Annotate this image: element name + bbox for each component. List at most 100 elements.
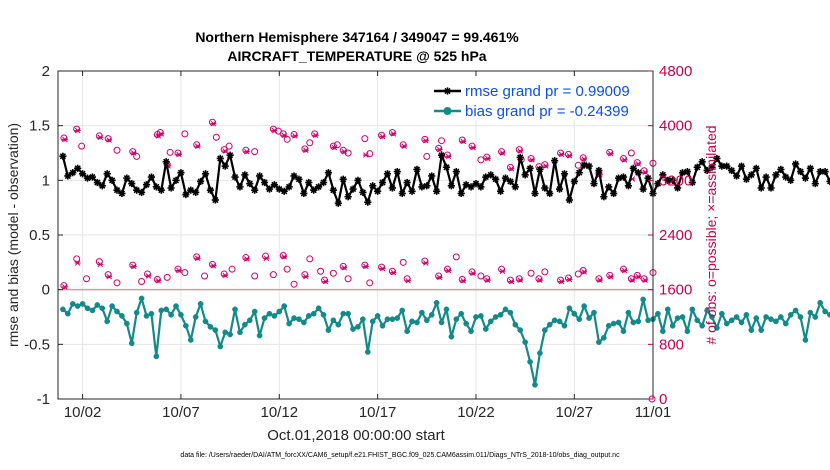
rmse-point-stroke	[733, 172, 740, 180]
rmse-point	[428, 172, 436, 180]
rmse-point-stroke	[472, 180, 480, 187]
rmse-point	[69, 169, 77, 177]
rmse-point	[742, 175, 751, 183]
bias-point	[187, 337, 194, 343]
bias-point	[84, 305, 91, 312]
bias-point	[527, 358, 533, 365]
chart-title-line2: AIRCRAFT_TEMPERATURE @ 525 hPa	[227, 48, 486, 64]
obs-possible-marker	[138, 277, 146, 285]
bias-point	[379, 322, 386, 329]
obs-assimilated-marker	[331, 144, 338, 151]
rmse-point-stroke	[477, 183, 485, 191]
legend-rmse-star	[443, 87, 452, 95]
obs-possible-marker	[212, 133, 220, 141]
obs-possible-marker	[452, 253, 460, 261]
legend-box	[429, 77, 649, 120]
bias-point	[778, 314, 784, 320]
rmse-point-stroke	[443, 164, 450, 171]
bias-point	[394, 315, 401, 321]
rmse-point	[782, 173, 790, 181]
rmse-point	[59, 152, 67, 160]
y-tick-label: 0	[42, 282, 50, 299]
rmse-point-stroke	[222, 163, 229, 170]
rmse-point-stroke	[684, 168, 691, 175]
obs-assimilated-marker	[558, 278, 565, 285]
rmse-point-stroke	[231, 173, 239, 181]
rmse-point	[152, 183, 160, 191]
bias-point	[433, 299, 440, 306]
rmse-point	[821, 167, 829, 176]
obs-assimilated-marker	[379, 133, 386, 140]
obs-possible-marker	[329, 269, 337, 277]
rmse-point	[560, 170, 569, 178]
rmse-point-stroke	[581, 161, 588, 169]
obs-assimilated-marker	[341, 265, 348, 271]
rmse-point	[728, 166, 736, 175]
rmse-point	[256, 172, 264, 180]
rmse-point-stroke	[300, 190, 307, 197]
x-tick-label: 10/22	[457, 404, 495, 421]
legend-rmse-label: rmse grand pr = 0.99009	[465, 83, 630, 100]
bias-point	[591, 309, 597, 316]
obs-assimilated-marker	[292, 133, 299, 139]
bias-point	[773, 318, 779, 325]
rmse-point-stroke	[590, 180, 598, 187]
obs-possible-marker	[438, 137, 446, 145]
rmse-point	[551, 157, 559, 165]
rmse-point-stroke	[335, 200, 342, 207]
bias-point	[478, 313, 484, 319]
rmse-point-stroke	[69, 169, 76, 176]
y-right-tick-label: 2400	[659, 227, 692, 244]
rmse-point-stroke	[143, 181, 150, 188]
x-tick-label: 10/07	[162, 404, 200, 421]
bias-point	[119, 313, 125, 319]
y-axis-left: -1 -0.5 0 0.5 1 1.5 2	[24, 63, 63, 408]
obs-possible-marker	[306, 255, 314, 263]
obs-assimilated-marker	[312, 132, 319, 138]
rmse-point-stroke	[251, 187, 258, 194]
obs-possible-marker	[78, 142, 86, 150]
bias-point	[202, 318, 209, 325]
rmse-point-stroke	[345, 193, 352, 200]
obs-possible-marker	[574, 270, 582, 278]
rmse-point-stroke	[585, 163, 593, 170]
rmse-point	[531, 189, 539, 198]
rmse-point-stroke	[310, 187, 317, 194]
bias-point	[94, 302, 101, 308]
rmse-point-stroke	[758, 184, 765, 192]
y-right-tick-label: 0	[659, 391, 667, 408]
rmse-point-stroke	[192, 189, 199, 196]
rmse-point-stroke	[305, 179, 312, 186]
rmse-point-stroke	[772, 171, 780, 178]
obs-assimilated-marker	[558, 151, 565, 158]
rmse-point-stroke	[354, 177, 362, 184]
obs-assimilated-marker	[445, 267, 452, 274]
bias-point	[123, 320, 130, 327]
rmse-point-stroke	[571, 178, 578, 185]
rmse-point-stroke	[605, 183, 612, 191]
bias-point	[89, 307, 96, 314]
obs-assimilated-marker	[243, 256, 250, 262]
bias-point	[453, 316, 460, 323]
rmse-point-stroke	[689, 179, 696, 186]
bias-point	[714, 325, 720, 331]
bias-point	[345, 310, 351, 317]
rmse-point	[315, 183, 323, 191]
bias-point	[364, 349, 371, 355]
rmse-point	[270, 181, 278, 189]
rmse-point	[541, 184, 549, 192]
bias-point	[438, 319, 445, 326]
rmse-point	[605, 183, 613, 191]
y-tick-label: 1	[42, 172, 50, 189]
rmse-point	[251, 186, 259, 194]
bias-point	[581, 303, 588, 309]
rmse-point-stroke	[340, 176, 347, 183]
obs-possible-marker	[225, 142, 233, 150]
obs-assimilated-marker	[581, 156, 588, 162]
rmse-point-stroke	[315, 183, 322, 191]
rmse-point-stroke	[212, 196, 219, 204]
bias-point	[502, 306, 509, 313]
obs-assimilated-marker	[222, 272, 229, 279]
bias-point	[576, 316, 583, 323]
rmse-point-stroke	[792, 160, 799, 168]
